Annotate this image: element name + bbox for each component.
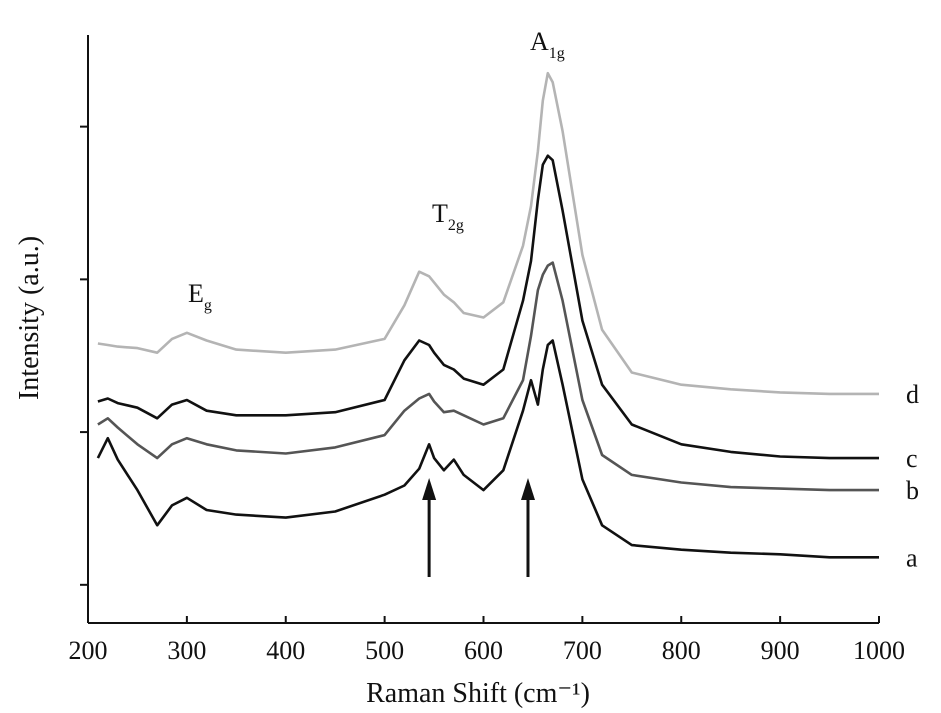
x-axis-label: Raman Shift (cm⁻¹) [366,678,590,709]
x-tick-label: 700 [563,636,602,665]
x-tick-label: 200 [69,636,108,665]
series-line [97,261,879,492]
series-line [97,154,879,460]
x-tick-label: 800 [662,636,701,665]
series-label: a [906,543,918,572]
annotation: T2g [432,199,464,234]
arrow-head [520,478,535,500]
x-tick-label: 900 [761,636,800,665]
x-tick-label: 1000 [853,636,905,665]
annotation: A1g [530,27,565,62]
series-label: d [906,380,919,409]
annotation-subscript: g [204,297,212,314]
annotation-text: E [188,279,204,308]
annotation: Eg [188,279,212,314]
annotation-text: T [432,199,448,228]
annotation-subscript: 2g [448,217,464,234]
series-line [96,339,879,559]
annotation-subscript: 1g [549,45,565,62]
series-label: c [906,444,918,473]
x-tick-label: 500 [365,636,404,665]
x-tick-label: 300 [167,636,206,665]
x-tick-label: 400 [266,636,305,665]
annotation-text: A [530,27,549,56]
y-axis-label: Intensity (a.u.) [14,236,45,400]
arrow-head [422,478,437,500]
series-line [97,71,879,396]
x-tick-label: 600 [464,636,503,665]
series-label: b [906,476,919,505]
